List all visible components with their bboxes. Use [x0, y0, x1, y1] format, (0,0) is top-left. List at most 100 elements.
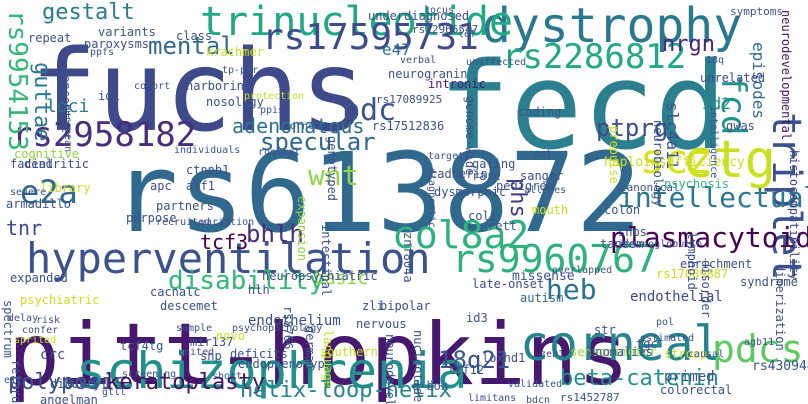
word-snps: snps — [618, 225, 647, 239]
word-cct: cct — [534, 149, 553, 160]
word-gwas: gwas — [726, 119, 755, 133]
word-nervous: nervous — [356, 317, 407, 331]
word-endothelial: endothelial — [630, 289, 723, 305]
word-pdcs: pdcs — [712, 327, 804, 371]
word-unaffected: unaffected — [466, 57, 527, 68]
word-adenomatous: adenomatous — [232, 114, 365, 138]
word-harboring: harboring — [186, 79, 252, 93]
word-tcf12: tcf12 — [448, 363, 485, 377]
word-rs2958182: rs2958182 — [12, 115, 197, 155]
word-variants: variants — [98, 25, 156, 39]
word-tnr: tnr — [6, 216, 43, 240]
word-polyposis: polyposis — [8, 370, 128, 395]
word-enrichment: enrichment — [680, 257, 753, 271]
word-sensorimotor: sensorimotor — [570, 345, 657, 359]
word-autism: autism — [520, 291, 564, 305]
word-cornea: cornea — [284, 121, 321, 132]
word-class: class — [176, 29, 213, 43]
word-pol: pol — [656, 317, 675, 328]
word-neurogranin: neurogranin — [388, 67, 468, 81]
word-apc: apc — [150, 179, 172, 193]
word-rs17089887: rs17089887 — [656, 267, 729, 281]
word-plasmacytoid: plasmacytoid — [610, 221, 808, 254]
word-18q21: 18q21 — [438, 346, 511, 374]
word-severe: severe — [10, 187, 47, 198]
word-gestalt: gestalt — [42, 0, 135, 25]
word-risk: risk — [36, 315, 61, 326]
word-tp-pcr: tp-pcr — [222, 65, 259, 76]
word-recruited: recruited — [156, 217, 211, 228]
word-intestinal: intestinal — [319, 224, 333, 297]
word-e-box: e-box — [412, 379, 449, 393]
word-18q: 18q — [706, 55, 725, 66]
word-nonsense: nonsense — [54, 78, 65, 127]
word-rostral: rostral — [258, 147, 301, 158]
word-mir137: mir137 — [190, 335, 234, 349]
word-unrelated: unrelated — [700, 71, 766, 85]
word-heb: heb — [546, 273, 597, 306]
word-krachmer: krachmer — [206, 45, 264, 59]
word-col8a2: col8a2 — [392, 213, 530, 257]
word-coding: coding — [518, 105, 562, 119]
word-rs9954153: rs9954153 — [2, 10, 32, 151]
word-sanger: sanger — [520, 169, 564, 183]
word-intelligence: intelligence — [708, 106, 719, 179]
word-primed: primed — [664, 369, 715, 385]
word-rett: rett — [488, 219, 517, 233]
word-dysmorphic: dysmorphic — [434, 185, 507, 199]
word-individuals: individuals — [174, 145, 241, 156]
word-rs2286812: rs2286812 — [502, 37, 687, 77]
word-confer: confer — [22, 325, 59, 336]
word-zeb1: zeb1 — [540, 349, 565, 360]
word-beta-catenin: beta-catenin — [560, 366, 719, 391]
word-limitans: limitans — [468, 393, 517, 404]
word-hlh: hlh — [248, 283, 270, 297]
word-fuchs: fuchs — [30, 27, 368, 157]
word-helix-loop-helix: helix-loop-helix — [240, 378, 452, 403]
word-overlapped: overlapped — [552, 265, 613, 276]
word-validated: validated — [508, 379, 563, 390]
word-angelman: angelman — [40, 393, 98, 404]
word-psychosis: psychosis — [664, 177, 730, 191]
word-e12: e12 — [4, 375, 23, 386]
word-tandem: tandem — [600, 237, 644, 251]
word-pitt-hopkins: pitt-hopkins — [8, 305, 630, 404]
word-bhlh: bhlh — [246, 220, 304, 248]
word-psychopathology: psychopathology — [232, 323, 323, 334]
word-missense: missense — [512, 269, 575, 284]
word-endophenotype: endophenotype — [238, 357, 332, 371]
word-rs17089925: rs17089925 — [376, 93, 443, 106]
word-library: library — [40, 181, 91, 195]
word-coli: coli — [468, 209, 497, 223]
word-syndrome: syndrome — [740, 275, 798, 289]
word-fecd: fecd — [438, 38, 727, 177]
word-agb11: agb11 — [744, 337, 775, 348]
word-dendritic: dendritic — [24, 157, 90, 171]
word-endothelium: endothelium — [248, 313, 341, 329]
word-short: short — [212, 371, 243, 382]
word-cognitive: cognitive — [14, 147, 80, 161]
word-bipolar: bipolar — [380, 299, 431, 313]
word-cacnalc: cacnalc — [150, 285, 201, 299]
word-corneal: corneal — [520, 316, 723, 372]
word-specular: specular — [260, 128, 376, 156]
word-symptoms: symptoms — [730, 5, 783, 18]
word-pedigree: pedigree — [496, 179, 554, 193]
word-gating: gating — [472, 157, 516, 171]
word-scz: scz — [640, 137, 713, 183]
word-neuropsychiatric: neuropsychiatric — [262, 269, 378, 283]
word-trinucleotide: trinucleotide — [200, 0, 514, 45]
word-delay: delay — [8, 313, 39, 324]
word-diagnostic: diagnostic — [426, 168, 437, 229]
word-znf804a: znf804a — [401, 232, 415, 283]
word-e2a: e2a — [20, 173, 78, 211]
word-tgc: tgc — [636, 337, 658, 351]
word-rs4309482: rs4309482 — [752, 359, 808, 374]
word-keratoplasty: keratoplasty — [106, 370, 265, 395]
word-estimated: estimated — [640, 333, 695, 344]
word-crc: crc — [40, 347, 66, 363]
word-ctg: ctg — [682, 130, 776, 190]
word-neurodevelopmental: neurodevelopmental — [779, 10, 793, 141]
word-wnt: wnt — [308, 159, 359, 192]
